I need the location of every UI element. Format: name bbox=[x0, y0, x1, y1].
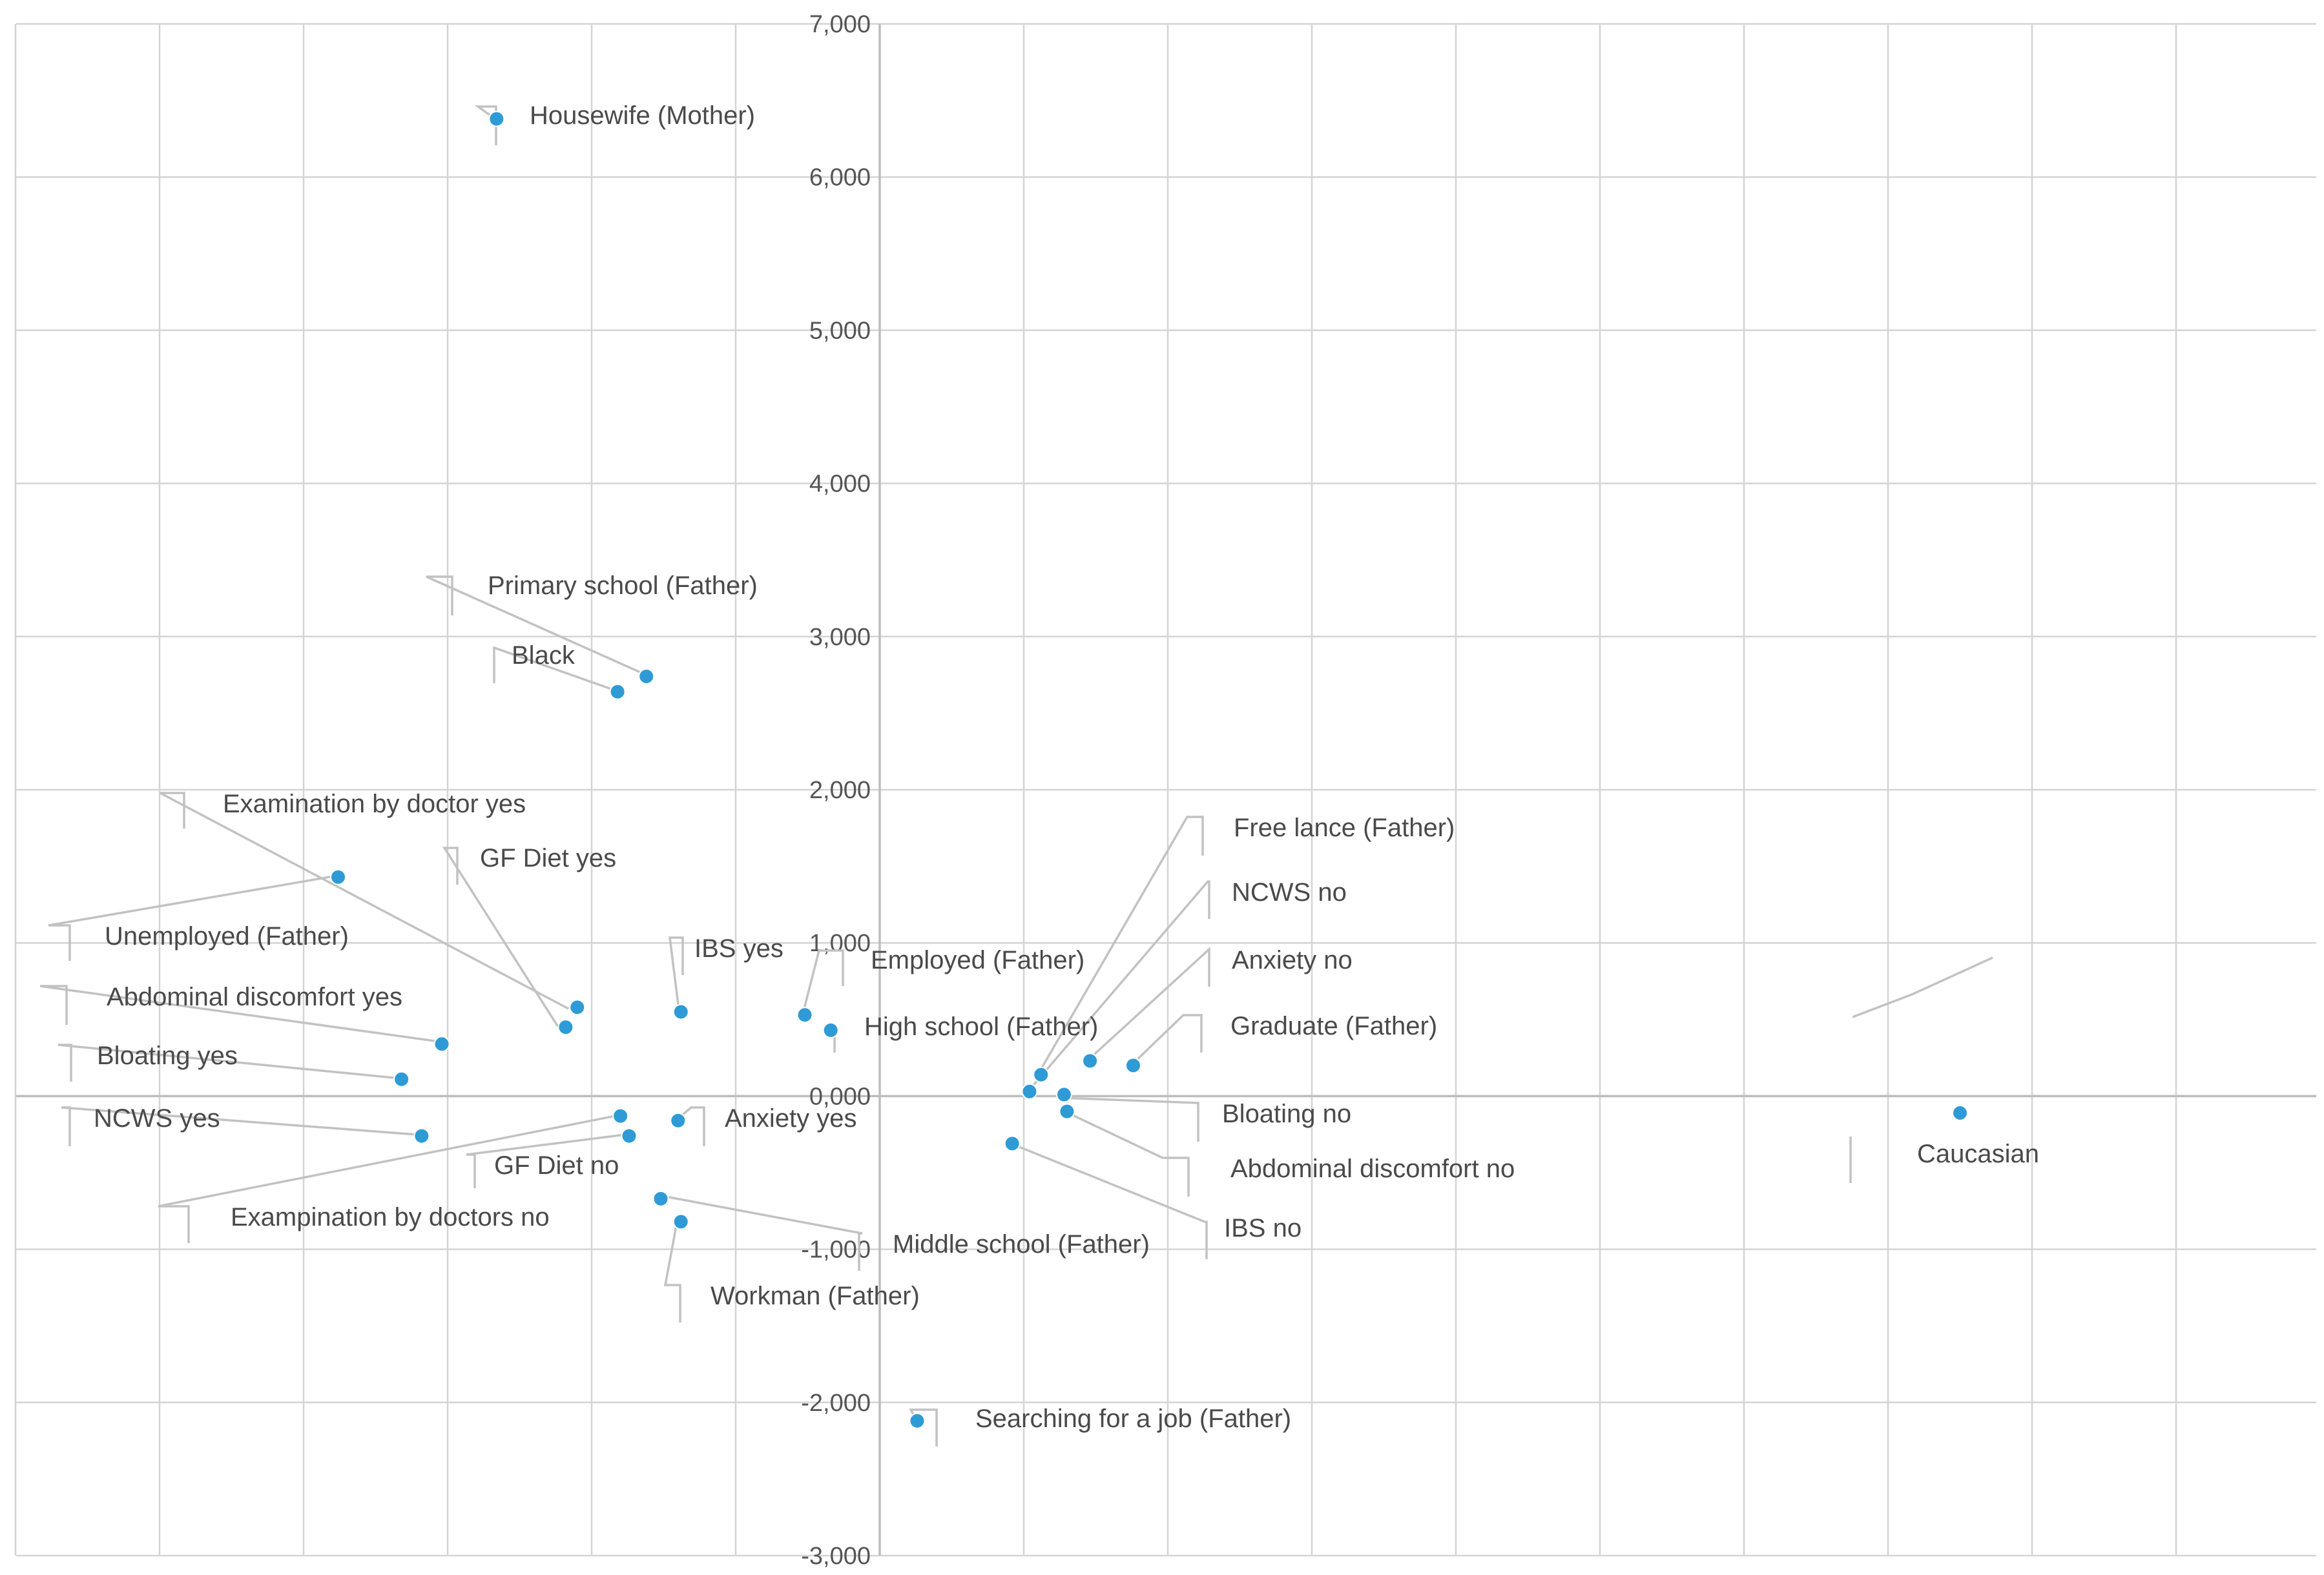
leader-line-graduate-father bbox=[1130, 1014, 1203, 1066]
y-tick-label: 6,000 bbox=[809, 164, 871, 191]
axes bbox=[16, 24, 2316, 1556]
point-high-school-father bbox=[822, 1022, 839, 1038]
point-abdominal-discomfort-yes bbox=[433, 1036, 450, 1053]
label-caucasian: Caucasian bbox=[1917, 1140, 2039, 1168]
leader-line-abdominal-discomfort-yes bbox=[39, 985, 440, 1043]
point-workman-father bbox=[672, 1213, 689, 1230]
point-bloating-yes bbox=[393, 1071, 410, 1087]
point-primary-school-father bbox=[638, 668, 655, 685]
leader-line-middle-school-father bbox=[658, 1194, 863, 1271]
label-ncws-yes: NCWS yes bbox=[94, 1104, 220, 1133]
leader-line-bloating-no bbox=[1059, 1096, 1199, 1142]
label-bloating-yes: Bloating yes bbox=[97, 1042, 238, 1070]
point-black bbox=[609, 683, 626, 700]
leader-line-bloating-yes bbox=[57, 1044, 401, 1082]
stray-leader-line bbox=[1852, 956, 1993, 1018]
leader-line-workman-father bbox=[663, 1218, 681, 1323]
point-searching-for-a-job-father bbox=[909, 1412, 926, 1429]
label-searching-for-a-job-father: Searching for a job (Father) bbox=[975, 1405, 1291, 1433]
label-gf-diet-no: GF Diet no bbox=[494, 1151, 619, 1180]
leader-line-gf-diet-yes bbox=[442, 847, 559, 1027]
point-caucasian bbox=[1952, 1104, 1968, 1121]
leader-line-exampination-by-doctors-no bbox=[158, 1114, 619, 1243]
leader-line-unemployed-father bbox=[48, 874, 338, 961]
y-tick-label: 4,000 bbox=[809, 471, 871, 498]
label-unemployed-father: Unemployed (Father) bbox=[105, 922, 349, 951]
point-gf-diet-no bbox=[621, 1127, 638, 1144]
data-labels: Housewife (Mother) Primary school (Father… bbox=[94, 101, 2039, 1433]
label-black: Black bbox=[512, 641, 576, 670]
leader-line-anxiety-no bbox=[1086, 947, 1210, 1062]
y-tick-label: 2,000 bbox=[809, 777, 871, 804]
leader-line-examination-by-doctor-yes bbox=[160, 792, 569, 1010]
label-exampination-by-doctors-no: Exampination by doctors no bbox=[231, 1203, 550, 1231]
point-ncws-yes bbox=[413, 1127, 430, 1144]
point-ncws-no bbox=[1021, 1083, 1038, 1100]
leader-line-gf-diet-no bbox=[466, 1133, 626, 1188]
leader-line-ncws-yes bbox=[61, 1106, 417, 1146]
leader-line-ibs-no bbox=[1009, 1142, 1208, 1259]
label-employed-father: Employed (Father) bbox=[871, 946, 1084, 974]
y-tick-label: 3,000 bbox=[809, 624, 871, 651]
label-bloating-no: Bloating no bbox=[1222, 1100, 1351, 1128]
label-anxiety-yes: Anxiety yes bbox=[725, 1104, 857, 1133]
label-ncws-no: NCWS no bbox=[1232, 878, 1347, 907]
leader-line-ncws-no bbox=[1026, 880, 1210, 1094]
label-ibs-no: IBS no bbox=[1224, 1214, 1302, 1242]
point-anxiety-no bbox=[1082, 1053, 1099, 1069]
point-graduate-father bbox=[1125, 1057, 1141, 1074]
leader-line-ibs-yes bbox=[669, 936, 684, 1011]
data-points bbox=[330, 110, 1968, 1429]
label-ibs-yes: IBS yes bbox=[694, 934, 783, 963]
point-abdominal-discomfort-no bbox=[1059, 1103, 1075, 1120]
y-tick-label: -3,000 bbox=[801, 1543, 871, 1570]
point-employed-father bbox=[796, 1007, 813, 1024]
leader-line-black bbox=[493, 646, 617, 692]
label-gf-diet-yes: GF Diet yes bbox=[480, 844, 616, 872]
label-middle-school-father: Middle school (Father) bbox=[893, 1230, 1150, 1259]
leader-line-anxiety-yes bbox=[677, 1106, 705, 1146]
point-anxiety-yes bbox=[670, 1112, 687, 1129]
y-tick-label: 0,000 bbox=[809, 1083, 871, 1110]
leader-line-abdominal-discomfort-no bbox=[1063, 1109, 1190, 1197]
point-unemployed-father bbox=[330, 869, 347, 885]
point-middle-school-father bbox=[652, 1190, 669, 1207]
point-ibs-yes bbox=[672, 1004, 689, 1020]
grid-lines bbox=[14, 23, 2316, 1557]
label-housewife-mother: Housewife (Mother) bbox=[530, 101, 755, 130]
point-bloating-no bbox=[1055, 1086, 1072, 1103]
label-abdominal-discomfort-no: Abdominal discomfort no bbox=[1230, 1155, 1515, 1183]
point-housewife-mother bbox=[488, 110, 505, 127]
point-exampination-by-doctors-no bbox=[612, 1107, 629, 1124]
point-ibs-no bbox=[1004, 1135, 1021, 1152]
label-anxiety-no: Anxiety no bbox=[1232, 946, 1353, 974]
label-abdominal-discomfort-yes: Abdominal discomfort yes bbox=[107, 983, 402, 1011]
label-leader-lines bbox=[39, 105, 1993, 1446]
label-graduate-father: Graduate (Father) bbox=[1230, 1012, 1437, 1040]
y-tick-label: 5,000 bbox=[809, 317, 871, 344]
leader-line-primary-school-father bbox=[426, 575, 647, 676]
y-tick-label: -2,000 bbox=[801, 1390, 871, 1417]
point-gf-diet-yes bbox=[557, 1019, 574, 1036]
point-examination-by-doctor-yes bbox=[569, 999, 586, 1016]
point-free-lance-father bbox=[1033, 1066, 1050, 1083]
leader-line-employed-father bbox=[802, 949, 844, 1012]
y-tick-label: -1,000 bbox=[801, 1237, 871, 1264]
label-examination-by-doctor-yes: Examination by doctor yes bbox=[223, 790, 526, 818]
y-tick-label: 7,000 bbox=[809, 11, 871, 38]
label-primary-school-father: Primary school (Father) bbox=[488, 571, 758, 600]
y-axis-ticks: 7,0006,0005,0004,0003,0002,0001,0000,000… bbox=[801, 11, 871, 1570]
leader-line-free-lance-father bbox=[1037, 816, 1204, 1074]
label-free-lance-father: Free lance (Father) bbox=[1234, 814, 1455, 842]
label-workman-father: Workman (Father) bbox=[711, 1282, 920, 1310]
label-high-school-father: High school (Father) bbox=[864, 1013, 1098, 1041]
